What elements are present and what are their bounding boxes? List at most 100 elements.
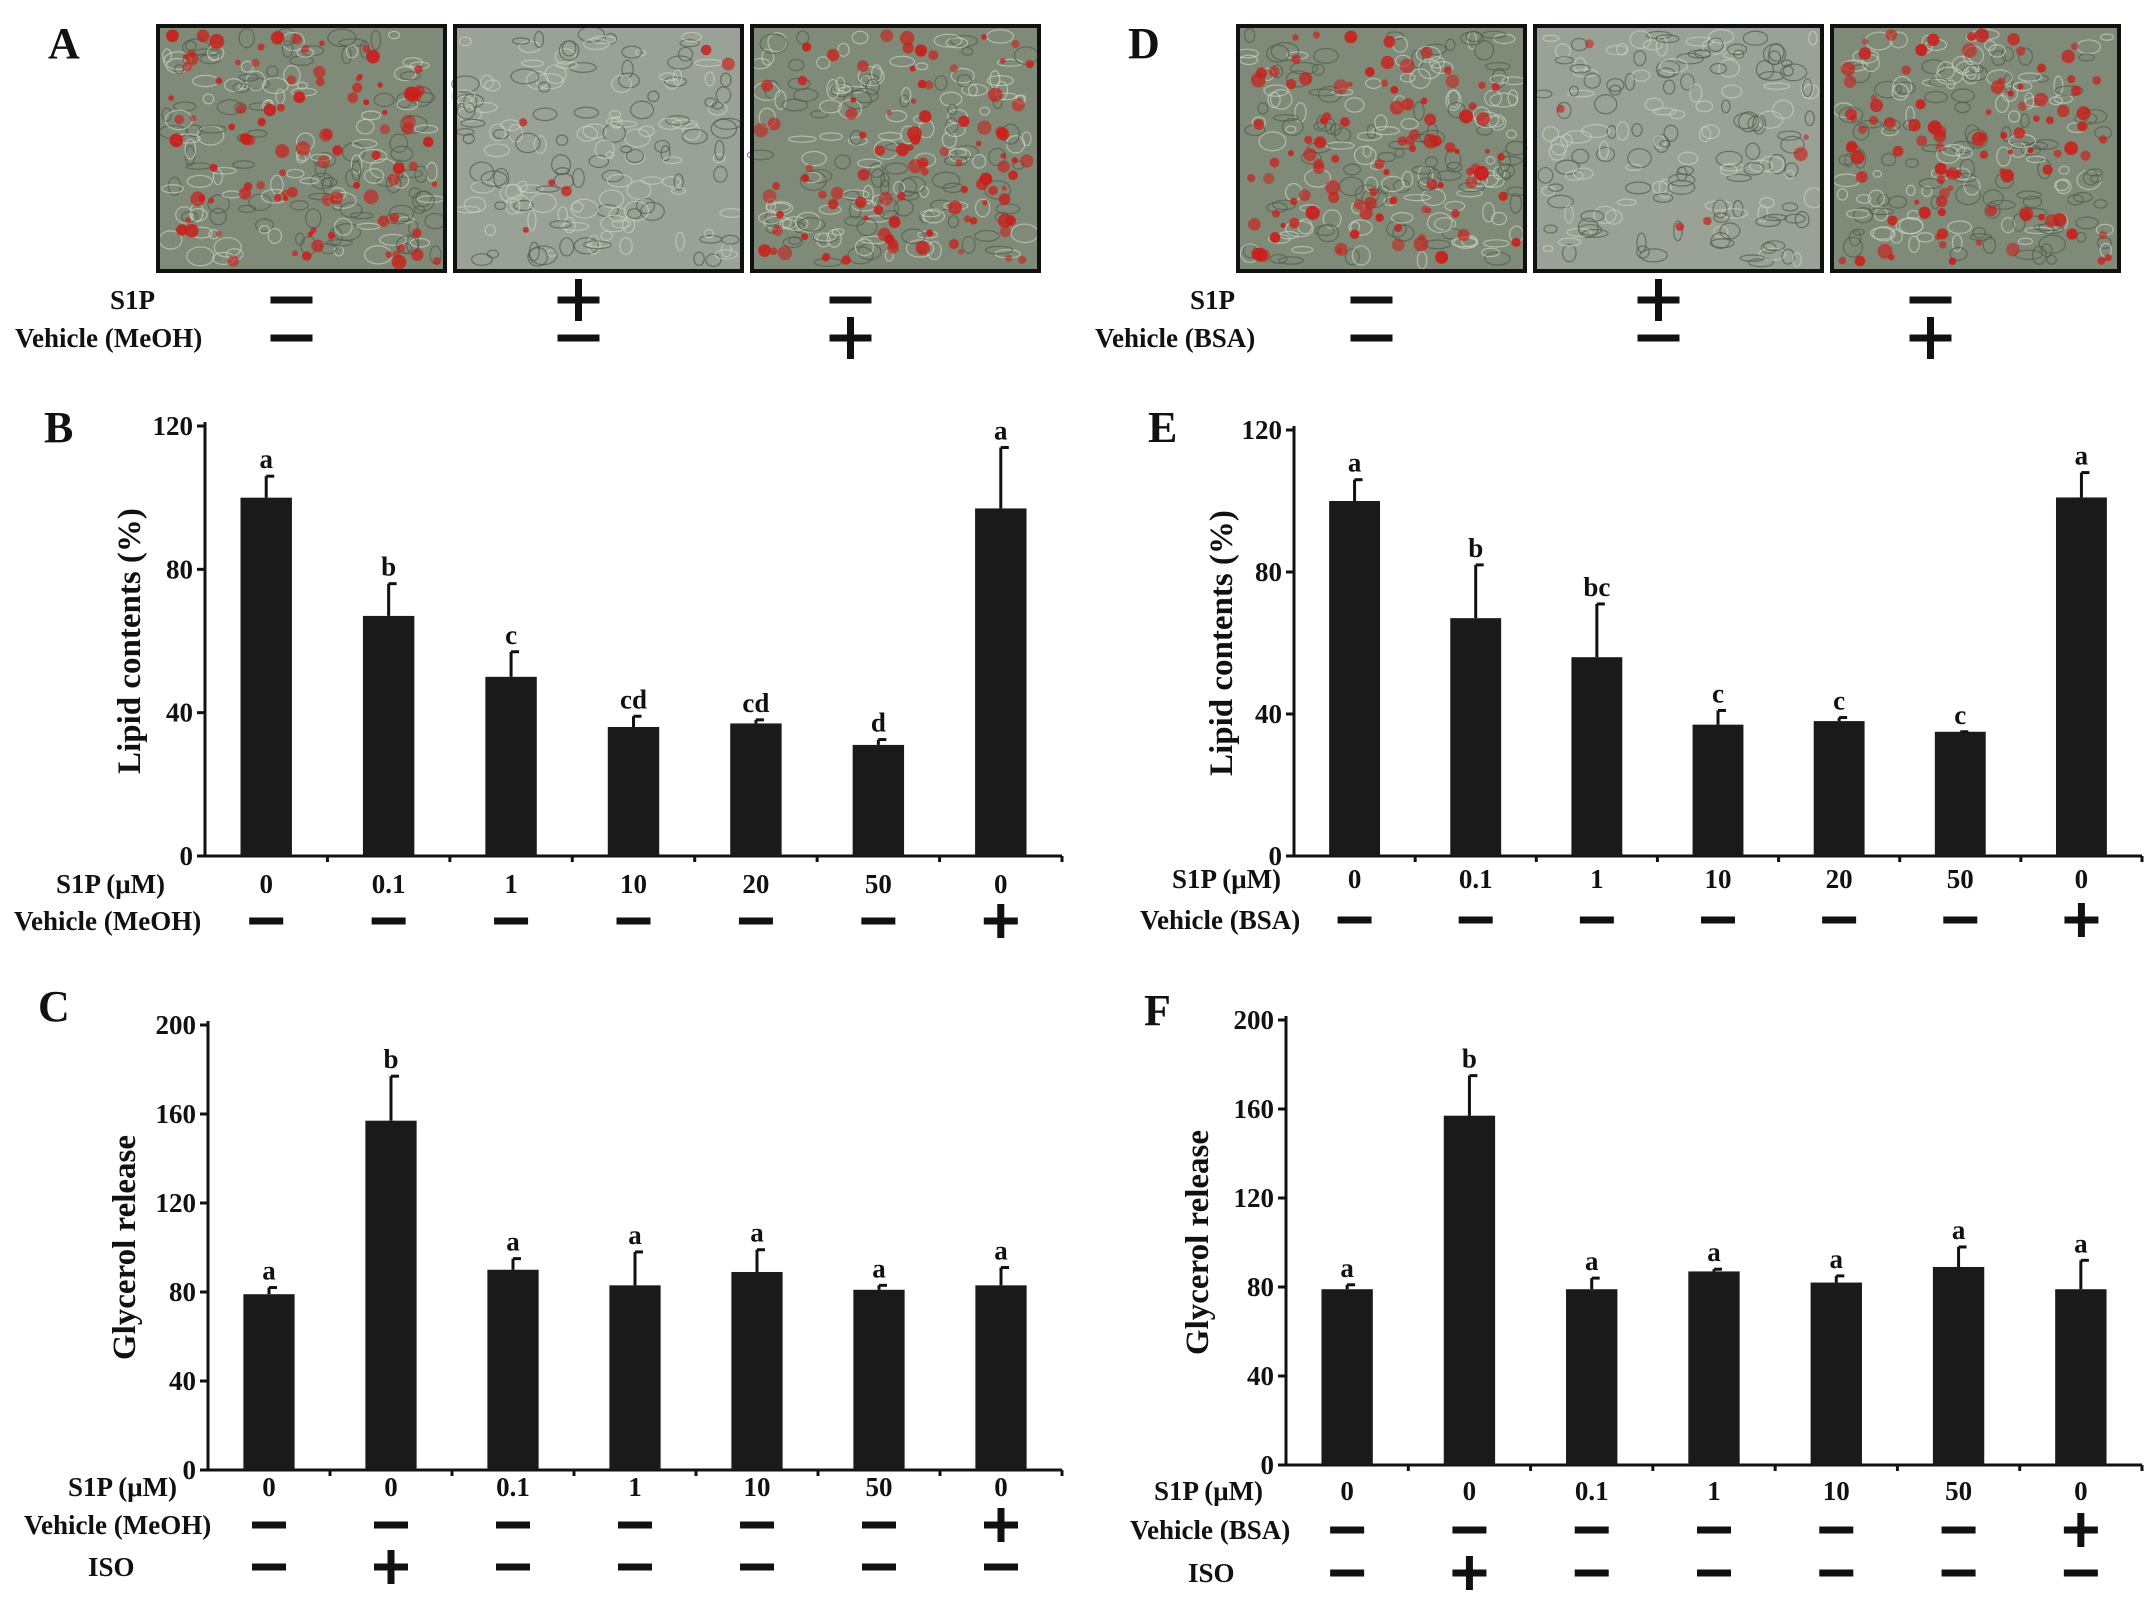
cell-outline (654, 139, 671, 153)
cell-outline (1892, 75, 1913, 98)
cell-outline (782, 216, 809, 231)
cell-outline (1489, 74, 1509, 85)
cell-outline (831, 228, 845, 236)
row-value: 0 (1348, 864, 1362, 894)
sign-1-1-h (1637, 334, 1680, 342)
micrograph-border (1830, 24, 2121, 273)
cell-outline (647, 90, 660, 103)
y-tick-label: 160 (156, 1099, 197, 1129)
y-tick-label: 40 (1255, 699, 1282, 729)
cell-outline (332, 223, 362, 242)
sign-0-0: − (270, 296, 313, 304)
lipid-droplet (1025, 60, 1034, 69)
lipid-droplet (1451, 209, 1460, 218)
lipid-droplet (1298, 189, 1311, 202)
row-sign-h (1574, 1526, 1609, 1534)
cell-outline (247, 129, 268, 138)
lipid-droplet (1374, 159, 1385, 170)
cell-outline (511, 37, 531, 45)
lipid-droplet (2097, 256, 2106, 265)
cell-outline (480, 170, 508, 188)
cell-outline (1413, 101, 1425, 121)
lipid-droplet (1445, 74, 1460, 89)
panel-letter: A (48, 19, 80, 68)
lipid-droplet (1854, 255, 1866, 267)
cell-outline (1278, 256, 1304, 265)
cell-outline (714, 249, 738, 260)
cell-outline (857, 66, 885, 87)
lipid-droplet (1383, 35, 1396, 48)
lipid-droplet (1331, 154, 1340, 163)
lipid-droplet (1359, 206, 1373, 220)
lipid-droplet (1869, 115, 1879, 125)
cell-outline (1659, 58, 1689, 74)
cell-outline (458, 36, 472, 47)
cell-outline (1782, 65, 1794, 77)
lipid-droplet (1985, 205, 1998, 217)
cell-outline (626, 180, 652, 200)
significance-letter: b (381, 552, 396, 582)
cell-outline (1265, 44, 1290, 63)
lipid-droplet (1313, 158, 1324, 170)
cell-outline (1348, 219, 1373, 236)
lipid-droplet (1291, 54, 1301, 64)
cell-outline (1366, 124, 1377, 139)
sign-1-2: + (1909, 317, 1952, 359)
sign-0-2-h (829, 296, 872, 304)
lipid-droplet (1961, 43, 1977, 58)
lipid-droplet (802, 42, 812, 52)
cell-outline (720, 72, 732, 88)
cell-outline (1509, 192, 1523, 214)
cell-outline (1554, 43, 1571, 59)
cell-outline (1755, 59, 1775, 80)
lipid-droplet (174, 114, 185, 125)
lipid-droplet (1424, 113, 1437, 126)
lipid-droplet (1247, 173, 1256, 182)
lipid-droplet (1858, 47, 1872, 60)
cell-outline (2024, 92, 2035, 110)
cell-outline (281, 40, 294, 58)
cell-outline (2054, 85, 2084, 96)
y-axis-label: Lipid contents (%) (1204, 510, 1240, 776)
cell-outline (241, 77, 270, 91)
lipid-droplet (818, 190, 827, 199)
lipid-droplet (1380, 79, 1389, 87)
cell-outline (1680, 73, 1695, 91)
cell-outline (1235, 48, 1259, 59)
row-sign-text: − (1958, 1580, 1959, 1582)
cell-outline (967, 84, 978, 97)
lipid-droplet (917, 79, 927, 89)
cell-outline (1374, 114, 1388, 131)
lipid-droplet (1999, 167, 2006, 174)
significance-letter: a (1585, 1246, 1599, 1276)
row-sign: − (1458, 916, 1493, 924)
significance-letter: a (1830, 1244, 1844, 1274)
row-value: 50 (1945, 1476, 1972, 1506)
sign-1-0-text: − (1371, 345, 1372, 347)
cell-outline (623, 200, 650, 222)
cell-outline (974, 198, 991, 218)
lipid-droplet (977, 120, 992, 135)
cell-outline (905, 239, 935, 258)
cell-outline (797, 217, 826, 232)
cell-outline (2009, 141, 2031, 149)
cell-outline (1568, 85, 1579, 97)
lipid-droplet (948, 200, 962, 215)
cell-outline (870, 168, 885, 188)
row-sign-h (1941, 1526, 1976, 1534)
lipid-droplet (918, 110, 932, 123)
row-value: 1 (1707, 1476, 1721, 1506)
cell-outline (462, 133, 475, 145)
cell-outline (1598, 140, 1609, 160)
significance-letter: cd (742, 688, 769, 718)
lipid-droplet (1927, 120, 1942, 135)
cell-outline (787, 135, 817, 143)
bar (487, 1269, 539, 1470)
bar (485, 676, 537, 856)
row-sign: − (374, 1521, 408, 1529)
lipid-droplet (235, 59, 241, 66)
y-tick-label: 0 (1269, 841, 1283, 871)
cell-outline (1842, 236, 1864, 258)
